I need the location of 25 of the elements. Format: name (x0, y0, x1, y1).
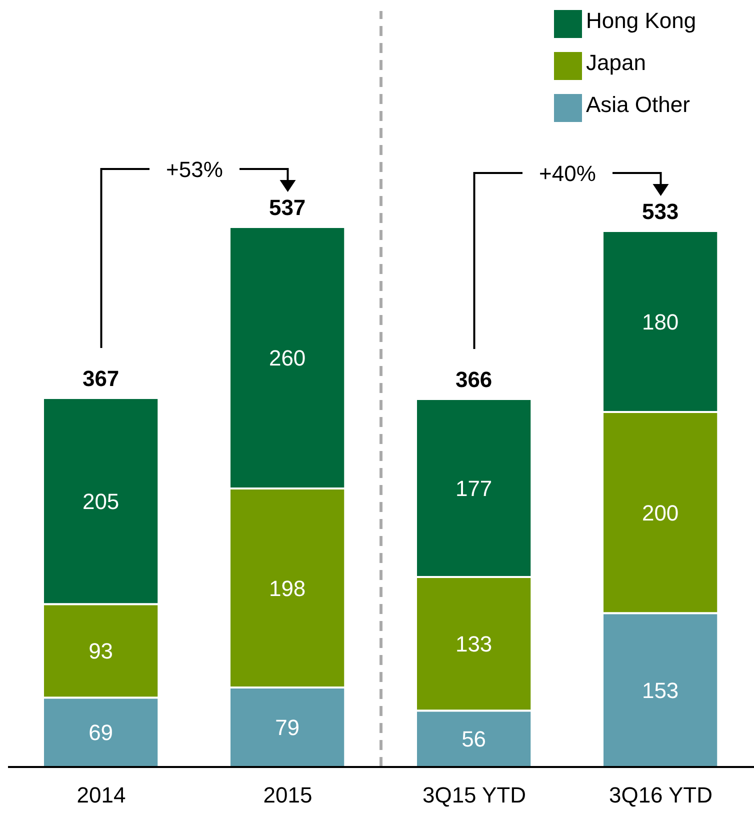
data-label: 198 (268, 576, 306, 601)
data-label: 133 (455, 632, 492, 657)
legend-label: Asia Other (586, 91, 691, 119)
legend-label: Hong Kong (586, 7, 698, 35)
data-label: 177 (455, 476, 492, 501)
data-label: 205 (82, 488, 120, 514)
data-label: 200 (642, 500, 679, 526)
x-tick-label: 2014 (76, 782, 126, 808)
total-label: 533 (642, 199, 679, 224)
x-tick-label: 3Q15 YTD (422, 782, 526, 808)
legend-label: Japan (586, 49, 647, 77)
x-tick-label: 2015 (263, 782, 312, 808)
data-label: 69 (88, 720, 114, 746)
data-label: 260 (268, 346, 306, 371)
data-label: 153 (642, 678, 679, 703)
text: +40% (539, 161, 596, 186)
data-label: 180 (642, 309, 679, 334)
total-label: 537 (268, 195, 306, 220)
data-label: 79 (275, 715, 300, 740)
total-label: 367 (82, 366, 120, 391)
text: +53% (166, 157, 223, 182)
total-label: 366 (455, 366, 492, 392)
data-label: 56 (462, 726, 486, 752)
data-label: 93 (88, 638, 114, 664)
x-tick-label: 3Q16 YTD (608, 782, 713, 808)
